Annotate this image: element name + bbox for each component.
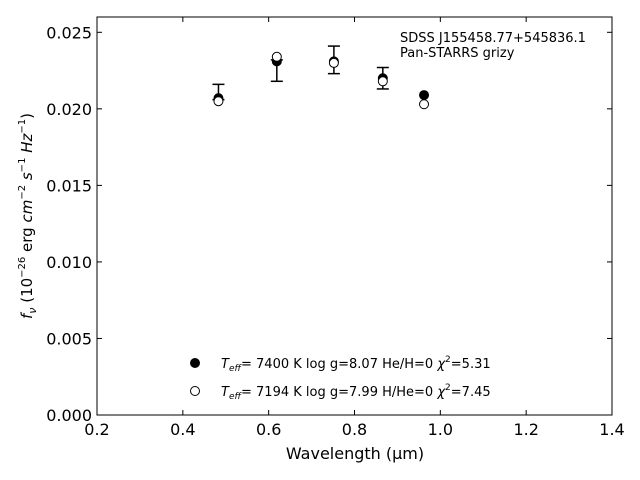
data-points (213, 51, 430, 110)
y-tick-label: 0.000 (46, 406, 92, 425)
model-point-open (271, 51, 282, 62)
model-point-open (419, 99, 430, 110)
model-point-open (328, 57, 339, 68)
model-point-open (213, 96, 224, 107)
x-tick-label: 0.4 (170, 420, 195, 439)
x-tick-label: 1.0 (428, 420, 453, 439)
y-tick-label: 0.010 (46, 253, 92, 272)
y-tick-label: 0.020 (46, 100, 92, 119)
annotation-survey: Pan-STARRS grizy (400, 46, 515, 61)
x-tick-labels: 0.2 0.4 0.6 0.8 1.0 1.2 1.4 (84, 420, 624, 439)
plot-frame (96, 16, 613, 416)
y-axis-label: fν (10−26 erg cm−2 s−1 Hz−1) (17, 113, 39, 319)
annotation-object-name: SDSS J155458.77+545836.1 (400, 31, 586, 46)
y-tick-label: 0.005 (46, 329, 92, 348)
y-tick-label: 0.025 (46, 23, 92, 42)
x-tick-label: 1.4 (599, 420, 624, 439)
x-tick-label: 0.6 (256, 420, 281, 439)
model-point-filled (419, 90, 430, 101)
error-bars (212, 45, 389, 101)
legend-marker-open (190, 386, 200, 396)
legend-entry-2: Teff= 7194 K log g=7.99 H/He=0 χ2=7.45 (221, 383, 491, 402)
legend-entry-1: Teff= 7400 K log g=8.07 He/H=0 χ2=5.31 (221, 355, 491, 374)
x-tick-label: 0.2 (84, 420, 109, 439)
legend: Teff= 7400 K log g=8.07 He/H=0 χ2=5.31 T… (190, 355, 491, 402)
legend-marker-filled (190, 358, 200, 368)
ticks (96, 17, 613, 416)
y-tick-labels: 0.000 0.005 0.010 0.015 0.020 0.025 (46, 23, 92, 425)
x-axis-label: Wavelength (μm) (286, 444, 424, 463)
y-tick-label: 0.015 (46, 176, 92, 195)
x-tick-label: 0.8 (342, 420, 367, 439)
x-tick-label: 1.2 (513, 420, 538, 439)
model-point-open (377, 76, 388, 87)
